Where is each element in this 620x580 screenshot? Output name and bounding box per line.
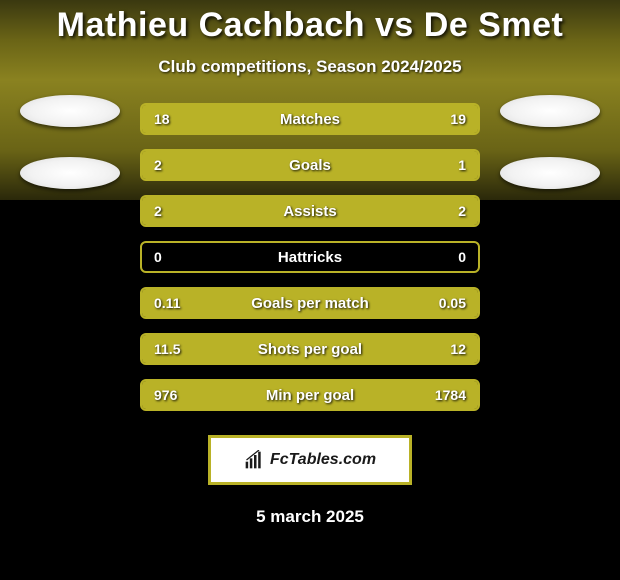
stat-rows: 18Matches192Goals12Assists20Hattricks00.… [140,103,480,411]
stat-label: Goals [222,157,398,174]
badges-left [20,95,120,189]
stat-value-right: 1784 [398,387,478,403]
stat-value-right: 1 [398,157,478,173]
subtitle: Club competitions, Season 2024/2025 [158,57,461,77]
stat-value-right: 19 [398,111,478,127]
stat-row: 2Goals1 [140,149,480,181]
stat-value-left: 11.5 [142,341,222,357]
date-label: 5 march 2025 [256,507,364,527]
stat-value-left: 2 [142,157,222,173]
site-label: FcTables.com [270,451,376,469]
stat-row: 2Assists2 [140,195,480,227]
club-badge-left-1 [20,95,120,127]
stat-label: Assists [222,203,398,220]
chart-icon [244,450,264,470]
stat-value-left: 18 [142,111,222,127]
stat-row: 18Matches19 [140,103,480,135]
stat-row: 0.11Goals per match0.05 [140,287,480,319]
stat-row: 11.5Shots per goal12 [140,333,480,365]
stat-row: 0Hattricks0 [140,241,480,273]
stat-value-right: 0.05 [398,295,478,311]
stat-label: Matches [222,111,398,128]
stat-value-left: 0 [142,249,222,265]
stat-row: 976Min per goal1784 [140,379,480,411]
stat-label: Min per goal [222,387,398,404]
content-root: Mathieu Cachbach vs De Smet Club competi… [0,0,620,580]
stat-value-right: 0 [398,249,478,265]
page-title: Mathieu Cachbach vs De Smet [57,6,564,45]
club-badge-right-2 [500,157,600,189]
stat-value-left: 0.11 [142,295,222,311]
stats-area: 18Matches192Goals12Assists20Hattricks00.… [0,103,620,411]
stat-label: Hattricks [222,249,398,266]
stat-value-right: 2 [398,203,478,219]
stat-value-left: 2 [142,203,222,219]
club-badge-right-1 [500,95,600,127]
site-watermark[interactable]: FcTables.com [208,435,412,485]
badges-right [500,95,600,189]
club-badge-left-2 [20,157,120,189]
stat-value-right: 12 [398,341,478,357]
stat-label: Goals per match [222,295,398,312]
stat-value-left: 976 [142,387,222,403]
stat-label: Shots per goal [222,341,398,358]
